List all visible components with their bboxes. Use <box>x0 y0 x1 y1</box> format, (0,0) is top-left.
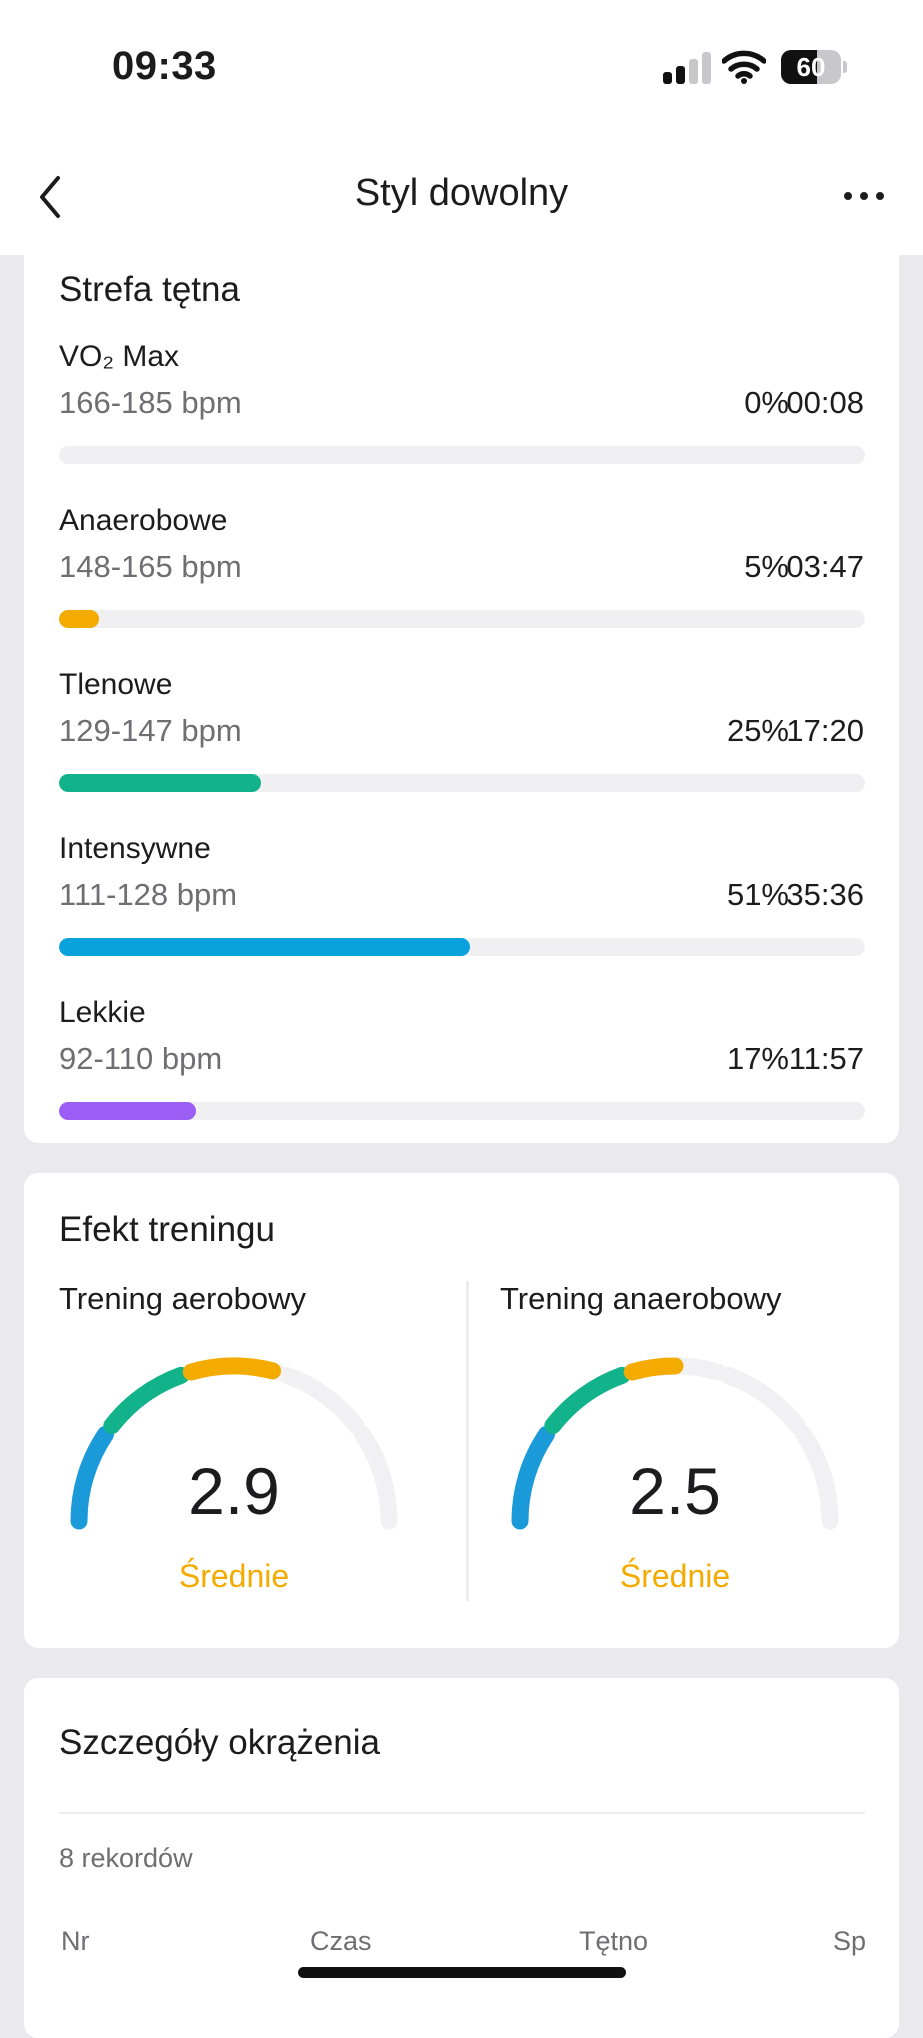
zone-bar-fill <box>59 1102 197 1120</box>
zone-name: Intensywne <box>59 832 211 865</box>
records-count: 8 rekordów <box>59 1843 193 1873</box>
gauge-track-segment <box>278 1366 365 1435</box>
zone-range: 166-185 bpm <box>59 385 242 420</box>
cellular-signal-icon <box>663 52 711 84</box>
zone-percent: 0% <box>744 385 789 420</box>
ellipsis-icon[interactable] <box>844 188 884 204</box>
gauge-track-segment <box>719 1366 806 1435</box>
battery-percent: 60 <box>796 52 826 82</box>
zone-percent: 5% <box>744 549 789 584</box>
zone-name: Lekkie <box>59 996 146 1029</box>
gauge-fill-segment <box>623 1357 684 1381</box>
column-header-pace[interactable]: Sp <box>833 1926 867 1956</box>
lap-details-card: Szczegóły okrążenia 8 rekordów Nr Czas T… <box>24 1678 899 2038</box>
training-effect-title: Efekt treningu <box>59 1210 275 1249</box>
zone-time: 03:47 <box>786 549 864 584</box>
heart-zone-title: Strefa tętna <box>59 270 240 309</box>
zone-name: Anaerobowe <box>59 504 228 537</box>
aerobic-effect: Trening aerobowy 2.9 Średnie <box>24 1173 444 1648</box>
zone-percent: 17% <box>726 1041 789 1076</box>
gauge-fill-segment <box>70 1425 114 1530</box>
aerobic-value: 2.9 <box>188 1454 280 1528</box>
anaerobic-level: Średnie <box>619 1558 731 1594</box>
divider <box>59 1812 865 1814</box>
zone-name: Tlenowe <box>59 668 173 701</box>
zone-bar-track <box>59 774 865 792</box>
zone-bar-track <box>59 1102 865 1120</box>
zone-bar-fill <box>59 610 100 628</box>
zone-range: 92-110 bpm <box>59 1041 223 1076</box>
zone-range: 148-165 bpm <box>59 549 242 584</box>
heart-zone-card: Strefa tętna VO₂ Max 166-185 bpm 0% 00:0… <box>24 235 899 1143</box>
zone-range: 111-128 bpm <box>59 877 238 912</box>
column-header-time[interactable]: Czas <box>310 1926 372 1956</box>
battery-icon: 60 <box>781 50 847 84</box>
lap-details-title: Szczegóły okrążenia <box>59 1723 380 1762</box>
zone-bar-fill <box>59 774 261 792</box>
zone-bar-track <box>59 446 865 464</box>
zone-bar-track <box>59 938 865 956</box>
zone-time: 11:57 <box>788 1041 864 1076</box>
zone-bar-fill <box>59 938 471 956</box>
column-header-heart-rate[interactable]: Tętno <box>579 1926 649 1956</box>
gauge-fill-segment <box>544 1366 631 1435</box>
zone-bar-track <box>59 610 865 628</box>
home-indicator[interactable] <box>298 1967 626 1978</box>
gauge-fill-segment <box>103 1366 190 1435</box>
wifi-icon <box>722 50 766 84</box>
zone-name: VO₂ Max <box>59 340 179 373</box>
vertical-divider <box>466 1281 469 1601</box>
column-header-nr[interactable]: Nr <box>61 1926 90 1956</box>
page-title: Styl dowolny <box>354 172 569 214</box>
aerobic-level: Średnie <box>178 1558 290 1594</box>
chevron-left-icon[interactable] <box>36 172 66 222</box>
zone-time: 35:36 <box>786 877 864 912</box>
zone-time: 17:20 <box>786 713 864 748</box>
anaerobic-effect: Trening anaerobowy 2.5 Średnie <box>465 1173 885 1648</box>
zone-percent: 25% <box>726 713 789 748</box>
anaerobic-label: Trening anaerobowy <box>500 1281 782 1316</box>
aerobic-gauge <box>70 1357 398 1530</box>
gauge-fill-segment <box>182 1357 282 1381</box>
gauge-fill-segment <box>511 1425 555 1530</box>
status-time: 09:33 <box>112 44 217 88</box>
training-effect-card: Efekt treningu Trening aerobowy 2.9 Śred… <box>24 1173 899 1648</box>
anaerobic-gauge <box>511 1357 839 1530</box>
gauge-track-segment <box>354 1425 398 1530</box>
zone-time: 00:08 <box>786 385 864 420</box>
aerobic-label: Trening aerobowy <box>59 1281 306 1316</box>
zone-range: 129-147 bpm <box>59 713 242 748</box>
gauge-track-segment <box>795 1425 839 1530</box>
top-bar: 09:33 60 Styl dowolny <box>0 0 923 255</box>
zone-percent: 51% <box>726 877 789 912</box>
anaerobic-value: 2.5 <box>629 1454 721 1528</box>
